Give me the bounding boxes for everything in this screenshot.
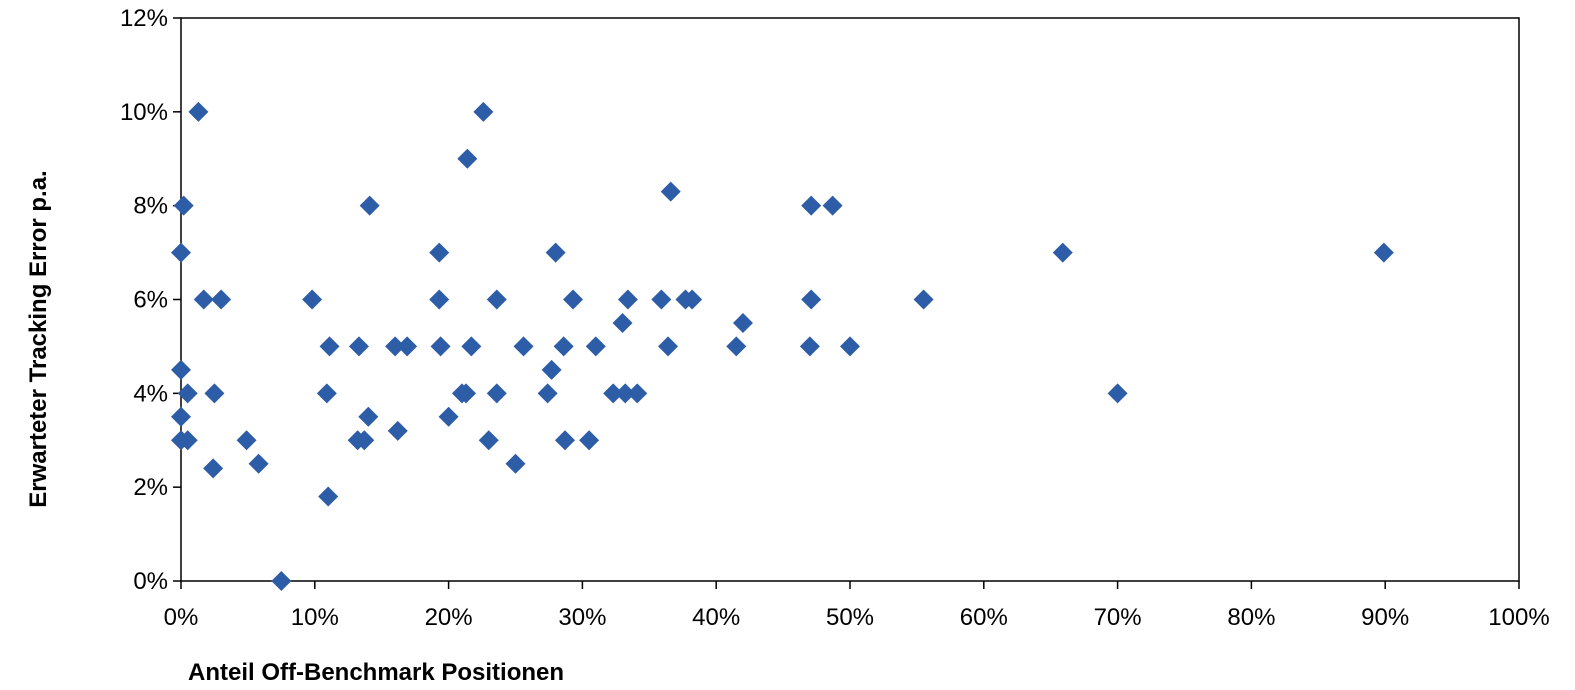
plot-area bbox=[180, 17, 1520, 582]
data-point bbox=[457, 148, 478, 169]
data-point bbox=[473, 101, 494, 122]
y-axis-title: Erwarteter Tracking Error p.a. bbox=[25, 170, 52, 507]
data-point bbox=[660, 181, 681, 202]
data-point bbox=[799, 336, 820, 357]
y-axis-ticks: 0% 2% 4% 6% 8% 10% 12% bbox=[120, 5, 181, 595]
data-point bbox=[385, 336, 406, 357]
data-point bbox=[271, 571, 292, 591]
y-tick-label: 12% bbox=[120, 5, 168, 32]
data-point bbox=[387, 420, 408, 441]
data-point bbox=[822, 195, 843, 216]
data-point bbox=[430, 336, 451, 357]
data-point bbox=[429, 242, 450, 263]
data-point bbox=[617, 289, 638, 310]
x-tick-label: 50% bbox=[826, 604, 874, 631]
data-point bbox=[579, 430, 600, 451]
data-point bbox=[429, 289, 450, 310]
data-point bbox=[840, 336, 860, 357]
data-point bbox=[248, 453, 269, 474]
y-tick-label: 8% bbox=[133, 193, 168, 220]
data-point bbox=[612, 312, 633, 333]
data-point bbox=[236, 430, 257, 451]
data-point bbox=[651, 289, 672, 310]
x-tick-label: 100% bbox=[1488, 604, 1549, 631]
data-point bbox=[438, 406, 459, 427]
data-point bbox=[171, 406, 191, 427]
x-axis-title: Anteil Off-Benchmark Positionen bbox=[188, 659, 564, 686]
x-tick-label: 40% bbox=[692, 604, 740, 631]
data-point bbox=[682, 289, 703, 310]
x-tick-label: 60% bbox=[960, 604, 1008, 631]
x-tick-label: 10% bbox=[291, 604, 339, 631]
data-point bbox=[801, 289, 822, 310]
data-point bbox=[513, 336, 534, 357]
data-point bbox=[627, 383, 648, 404]
data-point bbox=[188, 101, 209, 122]
data-point bbox=[1373, 242, 1394, 263]
data-point bbox=[1107, 383, 1128, 404]
data-point bbox=[615, 383, 636, 404]
data-point bbox=[171, 242, 191, 263]
data-point bbox=[486, 289, 507, 310]
data-point bbox=[603, 383, 624, 404]
data-point bbox=[801, 195, 822, 216]
data-point bbox=[913, 289, 934, 310]
y-tick-label: 4% bbox=[133, 380, 168, 407]
data-point bbox=[354, 430, 375, 451]
data-point bbox=[658, 336, 679, 357]
data-point bbox=[545, 242, 566, 263]
data-points bbox=[171, 101, 1394, 591]
data-point bbox=[302, 289, 323, 310]
data-point bbox=[203, 458, 224, 479]
data-point bbox=[563, 289, 584, 310]
data-point bbox=[553, 336, 574, 357]
y-tick-label: 2% bbox=[133, 474, 168, 501]
data-point bbox=[726, 336, 747, 357]
data-point bbox=[505, 453, 526, 474]
data-point bbox=[397, 336, 418, 357]
data-point bbox=[359, 195, 380, 216]
data-point bbox=[319, 336, 340, 357]
data-point bbox=[541, 359, 562, 380]
y-tick-label: 10% bbox=[120, 99, 168, 126]
data-point bbox=[555, 430, 576, 451]
data-point bbox=[732, 312, 753, 333]
data-point bbox=[348, 336, 369, 357]
data-point bbox=[211, 289, 232, 310]
data-point bbox=[193, 289, 214, 310]
data-point bbox=[316, 383, 337, 404]
data-point bbox=[173, 195, 194, 216]
data-point bbox=[177, 430, 198, 451]
y-tick-label: 6% bbox=[133, 287, 168, 314]
x-tick-label: 0% bbox=[164, 604, 199, 631]
data-point bbox=[455, 383, 476, 404]
x-tick-label: 30% bbox=[558, 604, 606, 631]
data-point bbox=[171, 359, 191, 380]
x-tick-label: 20% bbox=[425, 604, 473, 631]
data-point bbox=[486, 383, 507, 404]
y-tick-label: 0% bbox=[133, 568, 168, 595]
x-tick-label: 90% bbox=[1361, 604, 1409, 631]
x-tick-label: 80% bbox=[1227, 604, 1275, 631]
data-point bbox=[537, 383, 558, 404]
data-point bbox=[478, 430, 499, 451]
data-point bbox=[177, 383, 198, 404]
x-axis-ticks: 0% 10% 20% 30% 40% 50% 60% 70% 80% 90% 100% bbox=[164, 581, 1550, 631]
data-point bbox=[358, 406, 379, 427]
data-point bbox=[461, 336, 482, 357]
data-point bbox=[204, 383, 225, 404]
data-point bbox=[318, 486, 339, 507]
data-point bbox=[585, 336, 606, 357]
x-tick-label: 70% bbox=[1094, 604, 1142, 631]
data-point bbox=[1052, 242, 1073, 263]
